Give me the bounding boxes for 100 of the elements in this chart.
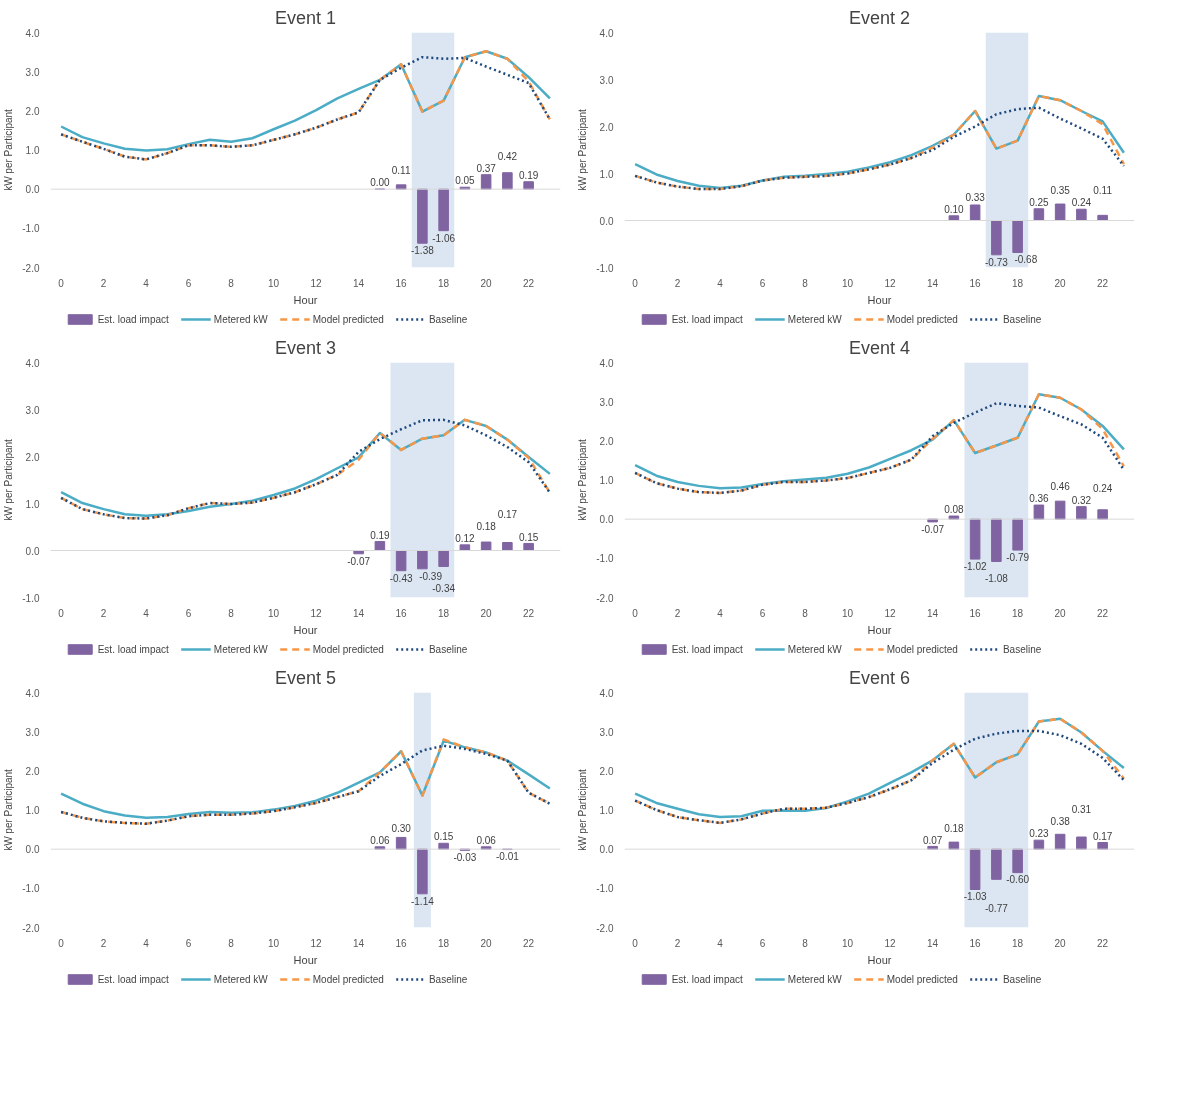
y-tick-label: -2.0: [22, 262, 40, 274]
data-label: 0.10: [944, 203, 965, 215]
y-tick-label: 3.0: [599, 74, 614, 86]
x-tick-label: 2: [674, 937, 681, 949]
y-tick-label: 3.0: [25, 66, 40, 78]
x-tick-label: 12: [884, 277, 897, 289]
data-label: 0.19: [370, 529, 391, 541]
data-label: 0.24: [1071, 197, 1092, 209]
x-tick-label: 2: [100, 607, 107, 619]
y-tick-label: 2.0: [25, 105, 40, 117]
y-axis-title: kW per Participant: [577, 438, 589, 521]
x-tick-label: 18: [438, 607, 450, 619]
data-label: -1.08: [984, 572, 1009, 584]
data-label: 0.06: [476, 835, 497, 846]
legend-label: Metered kW: [213, 973, 268, 985]
x-tick-label: 4: [717, 937, 724, 949]
data-label: 0.11: [1093, 185, 1113, 197]
y-tick-label: 4.0: [599, 27, 614, 39]
x-axis-title: Hour: [867, 293, 892, 306]
y-tick-label: 1.0: [25, 498, 40, 510]
x-tick-label: 10: [268, 607, 280, 619]
x-tick-label: 16: [395, 937, 408, 949]
x-tick-label: 16: [969, 607, 982, 619]
x-tick-label: 8: [802, 937, 809, 949]
legend-label: Baseline: [1002, 973, 1042, 985]
data-label: -0.34: [432, 582, 456, 594]
data-label: 0.11: [391, 165, 411, 177]
x-tick-label: 6: [759, 937, 766, 949]
data-label: 0.17: [497, 509, 518, 521]
y-tick-label: 0.0: [599, 514, 614, 526]
data-label: -0.77: [984, 903, 1009, 915]
data-label: -0.01: [495, 851, 520, 863]
y-tick-label: 0.0: [25, 184, 40, 196]
x-tick-label: 0: [632, 277, 639, 289]
x-tick-label: 12: [884, 607, 897, 619]
data-label: -0.07: [921, 523, 945, 535]
data-label: 0.23: [1029, 828, 1050, 840]
x-tick-label: 22: [1097, 937, 1109, 949]
x-tick-label: 2: [674, 277, 681, 289]
y-tick-label: 1.0: [599, 475, 614, 486]
x-tick-label: 14: [353, 937, 365, 949]
legend-label: Model predicted: [886, 313, 958, 325]
legend-label: Est. load impact: [671, 973, 743, 985]
legend-label: Model predicted: [312, 973, 384, 985]
x-tick-label: 10: [842, 937, 854, 949]
x-tick-label: 18: [1012, 607, 1024, 619]
x-tick-label: 4: [143, 937, 150, 949]
y-tick-label: 0.0: [599, 215, 614, 227]
y-tick-label: -2.0: [22, 922, 40, 934]
x-axis-title: Hour: [293, 953, 318, 966]
x-tick-label: 22: [523, 607, 535, 619]
data-label: 0.30: [391, 823, 412, 834]
x-tick-label: 0: [58, 607, 65, 619]
y-tick-label: -1.0: [596, 553, 614, 565]
y-tick-label: 1.0: [25, 805, 40, 816]
x-tick-label: 16: [969, 277, 982, 289]
data-label: 0.25: [1029, 196, 1050, 208]
x-tick-label: 12: [310, 277, 323, 289]
y-tick-label: -1.0: [22, 883, 40, 895]
y-tick-label: 4.0: [25, 687, 40, 699]
chart-title: Event 5: [274, 667, 337, 688]
data-label: 0.17: [1092, 830, 1113, 842]
y-tick-label: 4.0: [599, 357, 614, 369]
legend-label: Metered kW: [787, 643, 842, 655]
x-axis-title: Hour: [867, 953, 892, 966]
y-tick-label: 3.0: [25, 404, 40, 416]
data-label: -0.68: [1014, 254, 1038, 266]
data-label: -1.03: [963, 891, 987, 903]
x-tick-label: 2: [674, 607, 681, 619]
x-tick-label: 8: [228, 607, 235, 619]
x-tick-label: 6: [759, 277, 766, 289]
legend-label: Metered kW: [213, 313, 268, 325]
x-tick-label: 6: [185, 277, 192, 289]
y-tick-label: 4.0: [25, 357, 40, 369]
y-axis-title: kW per Participant: [3, 108, 15, 191]
data-label: 0.18: [944, 822, 965, 834]
legend-label: Est. load impact: [671, 313, 743, 325]
data-label: -1.14: [410, 895, 435, 907]
x-tick-label: 18: [1012, 277, 1024, 289]
data-label: -1.02: [963, 560, 987, 572]
x-tick-label: 18: [438, 937, 450, 949]
chart-title: Event 1: [274, 7, 337, 28]
data-label: 0.05: [455, 175, 476, 187]
data-label: 0.38: [1050, 816, 1071, 828]
x-tick-label: 18: [1012, 937, 1024, 949]
x-tick-label: 12: [884, 937, 897, 949]
data-label: -0.60: [1006, 874, 1030, 886]
x-tick-label: 14: [927, 937, 939, 949]
y-tick-label: 0.0: [599, 844, 614, 856]
y-axis-title: kW per Participant: [3, 768, 15, 851]
y-tick-label: 0.0: [25, 844, 40, 856]
legend-label: Baseline: [1002, 643, 1042, 655]
data-label: -0.79: [1006, 551, 1030, 563]
x-tick-label: 8: [228, 277, 235, 289]
data-label: 0.15: [518, 531, 539, 543]
y-tick-label: 4.0: [599, 687, 614, 699]
data-label: 0.31: [1071, 804, 1092, 816]
y-tick-label: -1.0: [22, 592, 40, 604]
data-label: 0.32: [1071, 494, 1092, 506]
legend-label: Baseline: [428, 313, 468, 325]
